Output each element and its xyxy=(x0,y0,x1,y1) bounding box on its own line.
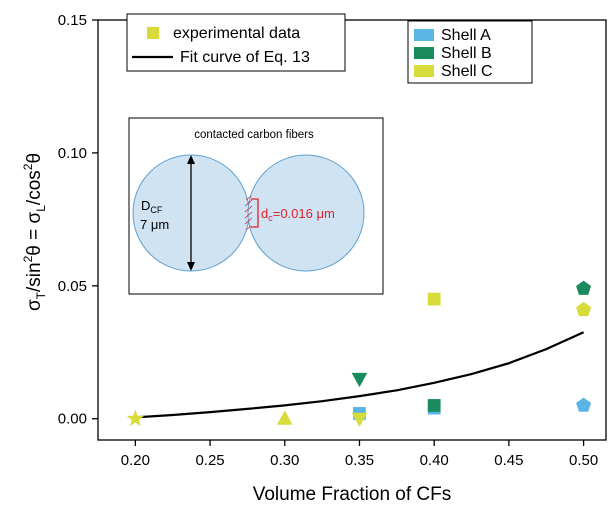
diameter-label: DCF xyxy=(141,198,163,215)
inset-title: contacted carbon fibers xyxy=(194,129,314,141)
diameter-arrow-head-top xyxy=(187,155,195,164)
contact-bracket xyxy=(251,198,259,228)
inset-contacted-fibers: contacted carbon fibers dc=0.016 μm DCF … xyxy=(128,117,384,295)
x-axis-label: Volume Fraction of CFs xyxy=(253,484,452,505)
legend-swatch-shell-c xyxy=(414,65,434,77)
data-markers xyxy=(126,280,592,427)
x-tick-label: 0.30 xyxy=(270,452,299,469)
diameter-value: 7 μm xyxy=(140,217,169,232)
x-tick-label: 0.45 xyxy=(494,452,523,469)
x-axis-ticks: 0.20 0.25 0.30 0.35 0.40 0.45 0.50 xyxy=(121,440,598,469)
legend-experimental: experimental data Fit curve of Eq. 13 xyxy=(126,13,346,72)
data-point-triangle-up xyxy=(276,410,293,425)
legend-label-experimental: experimental data xyxy=(173,25,300,42)
legend-shells: Shell A Shell B Shell C xyxy=(407,20,533,84)
x-tick-label: 0.40 xyxy=(420,452,449,469)
legend-swatch-shell-a xyxy=(414,29,434,41)
legend-label-shell-c: Shell C xyxy=(441,63,493,80)
y-tick-label: 0.05 xyxy=(58,278,87,295)
x-tick-label: 0.25 xyxy=(195,452,224,469)
legend-marker-square xyxy=(147,27,159,39)
legend-label-shell-a: Shell A xyxy=(441,27,491,44)
data-point-triangle-down xyxy=(351,412,368,427)
data-point-pentagon xyxy=(576,301,592,317)
legend-swatch-shell-b xyxy=(414,47,434,59)
y-tick-label: 0.10 xyxy=(58,145,87,162)
fiber-right xyxy=(247,154,365,272)
data-point-square xyxy=(427,292,441,306)
legend-label-fit: Fit curve of Eq. 13 xyxy=(180,49,310,66)
data-point-star xyxy=(126,409,144,426)
x-tick-label: 0.20 xyxy=(121,452,150,469)
data-point-square xyxy=(427,399,441,412)
fit-curve-line xyxy=(135,331,585,419)
legend-label-shell-b: Shell B xyxy=(441,45,492,62)
x-tick-label: 0.35 xyxy=(345,452,374,469)
contact-hatch xyxy=(244,195,253,231)
y-axis-ticks: 0.00 0.05 0.10 0.15 xyxy=(58,12,98,428)
y-tick-label: 0.00 xyxy=(58,411,87,428)
data-point-pentagon xyxy=(576,280,592,295)
y-axis-label: σT/sin2θ = σL/cos2θ xyxy=(21,153,48,311)
data-point-pentagon xyxy=(576,397,592,412)
contact-label: dc=0.016 μm xyxy=(261,206,335,223)
plot-frame xyxy=(97,19,607,441)
diameter-arrow-head-bottom xyxy=(187,262,195,271)
y-tick-label: 0.15 xyxy=(58,12,87,29)
data-point-triangle-down xyxy=(351,372,368,388)
x-tick-label: 0.50 xyxy=(569,452,598,469)
legend-box-left xyxy=(126,13,346,72)
